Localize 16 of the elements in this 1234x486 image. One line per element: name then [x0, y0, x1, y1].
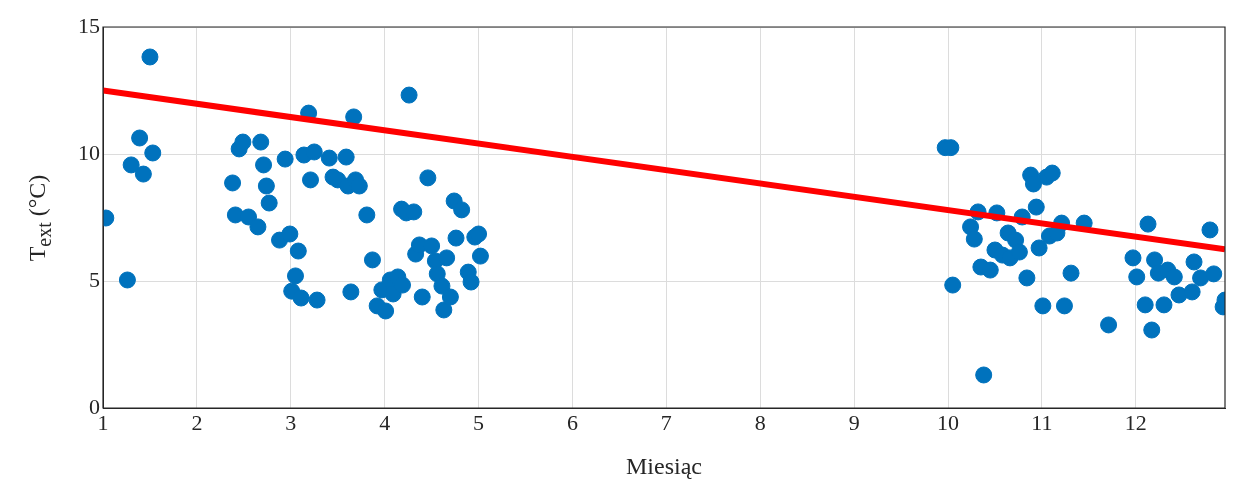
x-tick-label: 7 — [660, 409, 672, 435]
x-tick-label: 11 — [1031, 409, 1053, 435]
x-tick-label: 2 — [191, 409, 203, 435]
x-tick-label: 5 — [473, 409, 485, 435]
x-axis-title: Miesiąc — [626, 452, 702, 479]
x-tick-label: 4 — [379, 409, 391, 435]
y-tick-label: 10 — [78, 139, 100, 165]
x-tick-label: 10 — [937, 409, 960, 435]
y-tick-label: 5 — [89, 266, 100, 292]
x-tick-label: 3 — [285, 409, 297, 435]
x-tick-label: 6 — [566, 409, 578, 435]
y-tick-label: 15 — [78, 12, 100, 38]
x-tick-label: 12 — [1124, 409, 1147, 435]
x-tick-label: 8 — [754, 409, 766, 435]
x-tick-label: 9 — [848, 409, 860, 435]
y-tick-label: 0 — [89, 393, 100, 419]
